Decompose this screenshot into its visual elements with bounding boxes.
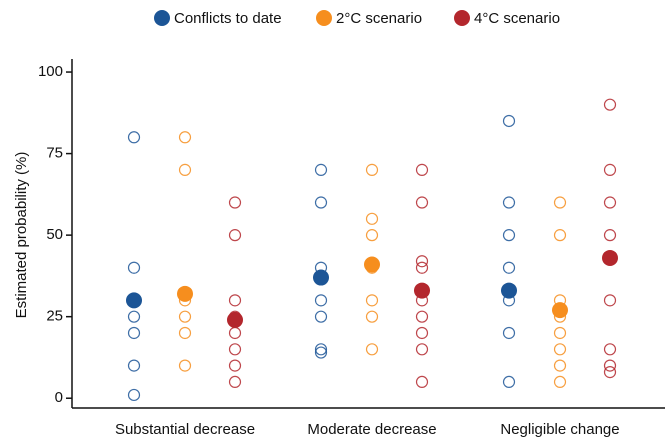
y-tick-label: 25 xyxy=(46,308,63,325)
point xyxy=(127,388,141,402)
point xyxy=(415,196,429,209)
mean-point xyxy=(364,256,380,273)
point xyxy=(228,196,242,209)
point xyxy=(603,229,617,242)
point xyxy=(314,346,328,359)
point xyxy=(127,310,141,323)
y-tick-label: 100 xyxy=(38,63,63,80)
point xyxy=(228,359,242,372)
mean-point xyxy=(414,282,430,299)
legend-marker xyxy=(454,10,470,26)
point xyxy=(365,294,379,307)
legend-marker xyxy=(316,10,332,26)
point xyxy=(178,326,192,340)
point xyxy=(603,366,617,379)
point xyxy=(314,310,328,323)
point xyxy=(415,163,429,176)
point xyxy=(127,261,141,274)
mean-point xyxy=(177,285,193,302)
mean-point xyxy=(227,311,243,328)
mean-point xyxy=(313,269,329,286)
point xyxy=(603,343,617,356)
point xyxy=(502,375,516,389)
point xyxy=(178,131,192,144)
point xyxy=(365,343,379,356)
point xyxy=(553,343,567,356)
point xyxy=(314,294,328,307)
point xyxy=(178,310,192,323)
point xyxy=(553,196,567,209)
mean-point xyxy=(126,292,142,309)
point xyxy=(502,196,516,209)
point xyxy=(553,229,567,242)
point xyxy=(415,343,429,356)
point xyxy=(228,343,242,356)
point xyxy=(603,98,617,111)
point xyxy=(502,261,516,274)
y-tick-label: 50 xyxy=(46,226,63,243)
point xyxy=(228,294,242,307)
point xyxy=(415,326,429,340)
point xyxy=(127,359,141,372)
point xyxy=(502,229,516,242)
x-tick-label: Negligible change xyxy=(500,421,619,438)
point xyxy=(553,375,567,389)
legend-label: Conflicts to date xyxy=(174,10,282,27)
point xyxy=(553,326,567,340)
y-axis-label: Estimated probability (%) xyxy=(13,152,30,319)
point xyxy=(415,375,429,389)
point xyxy=(314,163,328,176)
point xyxy=(228,229,242,242)
point xyxy=(365,229,379,242)
mean-point xyxy=(552,302,568,319)
legend-label: 4°C scenario xyxy=(474,10,560,27)
point xyxy=(415,310,429,323)
point xyxy=(365,212,379,225)
point xyxy=(127,326,141,340)
point xyxy=(228,375,242,389)
y-tick-label: 75 xyxy=(46,145,63,162)
point xyxy=(314,343,328,356)
mean-point xyxy=(501,282,517,299)
point xyxy=(365,310,379,323)
point xyxy=(178,163,192,176)
legend-marker xyxy=(154,10,170,26)
x-tick-label: Moderate decrease xyxy=(307,421,436,438)
x-tick-label: Substantial decrease xyxy=(115,421,255,438)
y-tick-label: 0 xyxy=(55,389,63,406)
point xyxy=(603,359,617,372)
point xyxy=(178,359,192,372)
point xyxy=(502,326,516,340)
point xyxy=(228,326,242,340)
legend-label: 2°C scenario xyxy=(336,10,422,27)
point xyxy=(127,131,141,144)
point xyxy=(603,196,617,209)
point xyxy=(502,114,516,128)
point xyxy=(603,163,617,176)
point xyxy=(365,163,379,176)
point xyxy=(314,196,328,209)
point xyxy=(553,359,567,372)
mean-point xyxy=(602,249,618,266)
point xyxy=(415,261,429,274)
point xyxy=(603,294,617,307)
point xyxy=(415,255,429,268)
